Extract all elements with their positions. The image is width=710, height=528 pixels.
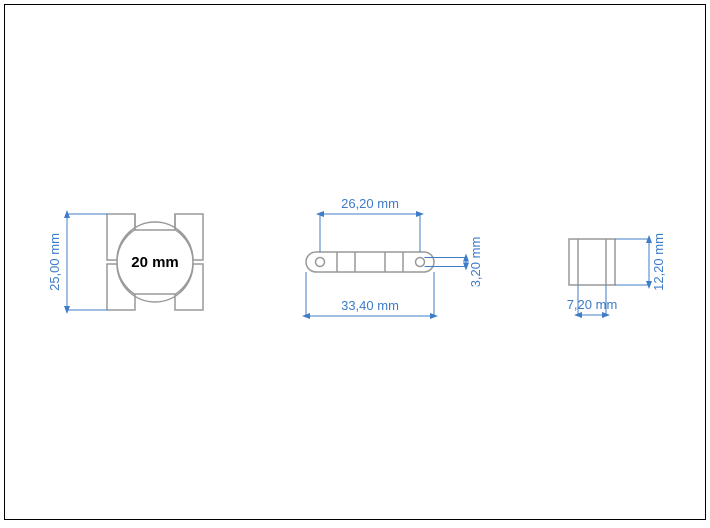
svg-text:26,20 mm: 26,20 mm — [341, 196, 399, 211]
technical-drawing: 20 mm 25,00 mm 26,20 mm 33,40 mm 3,20 mm 7,20… — [0, 0, 710, 528]
svg-text:12,20 mm: 12,20 mm — [651, 233, 666, 291]
svg-text:20 mm: 20 mm — [131, 254, 179, 271]
svg-text:7,20 mm: 7,20 mm — [567, 297, 618, 312]
svg-text:33,40 mm: 33,40 mm — [341, 298, 399, 313]
svg-text:25,00 mm: 25,00 mm — [47, 233, 62, 291]
svg-text:3,20 mm: 3,20 mm — [468, 237, 483, 288]
